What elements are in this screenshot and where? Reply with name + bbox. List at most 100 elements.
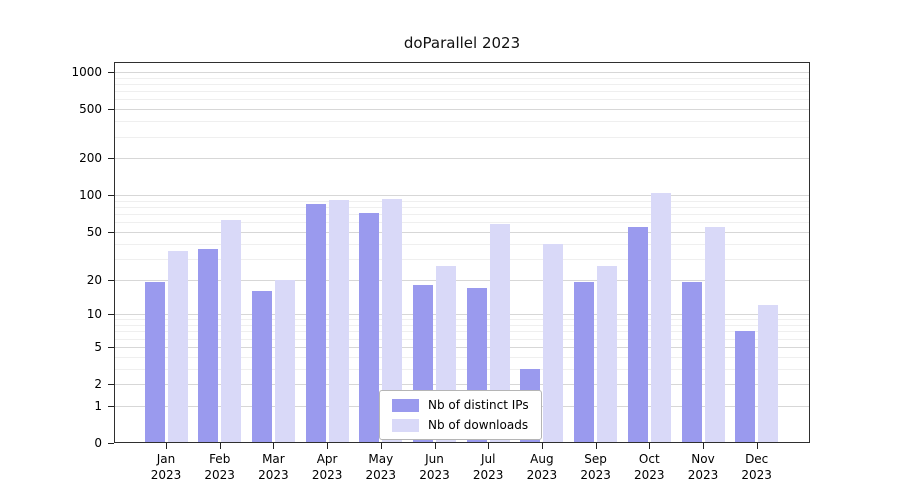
gridline-minor bbox=[114, 356, 810, 358]
bar-downloads bbox=[489, 224, 510, 443]
bar-distinct-ips bbox=[574, 282, 595, 443]
gridline-minor bbox=[114, 136, 810, 138]
gridline-minor bbox=[114, 243, 810, 245]
x-tick-year: 2023 bbox=[258, 468, 289, 482]
y-tick-mark bbox=[108, 314, 114, 316]
bar-downloads bbox=[221, 219, 242, 443]
legend-swatch-downloads bbox=[392, 418, 419, 432]
x-tick-label: Feb 2023 bbox=[192, 451, 248, 483]
legend: Nb of distinct IPs Nb of downloads bbox=[379, 390, 542, 440]
x-tick-month: May bbox=[368, 452, 394, 466]
legend-item-distinct-ips: Nb of distinct IPs bbox=[392, 398, 529, 412]
x-tick-year: 2023 bbox=[741, 468, 772, 482]
x-tick-label: Nov 2023 bbox=[675, 451, 731, 483]
gridline-minor bbox=[114, 222, 810, 224]
bar-downloads bbox=[543, 243, 564, 443]
bar-downloads bbox=[274, 279, 295, 443]
x-tick-month: Feb bbox=[209, 452, 231, 466]
x-tick-mark bbox=[595, 443, 597, 449]
gridline-major bbox=[114, 195, 810, 197]
bar-distinct-ips bbox=[681, 282, 702, 443]
y-tick-label: 2 bbox=[94, 377, 102, 391]
x-tick-year: 2023 bbox=[419, 468, 450, 482]
bar-distinct-ips bbox=[735, 331, 756, 443]
y-tick-label: 500 bbox=[79, 102, 102, 117]
x-tick-label: Jul 2023 bbox=[460, 451, 516, 483]
x-tick-month: Jul bbox=[480, 452, 496, 466]
y-tick-mark bbox=[108, 405, 114, 407]
legend-label-distinct-ips: Nb of distinct IPs bbox=[428, 398, 529, 412]
gridline-minor bbox=[114, 214, 810, 216]
x-tick-mark bbox=[649, 443, 651, 449]
gridline-minor bbox=[114, 200, 810, 202]
x-tick-year: 2023 bbox=[580, 468, 611, 482]
x-tick-month: Apr bbox=[316, 452, 338, 466]
gridline-minor bbox=[114, 319, 810, 321]
gridline-minor bbox=[114, 331, 810, 333]
x-tick-mark bbox=[327, 443, 329, 449]
bar-downloads bbox=[650, 192, 671, 443]
x-tick-label: Sep 2023 bbox=[568, 451, 624, 483]
bar-distinct-ips bbox=[359, 212, 380, 443]
y-tick-mark bbox=[108, 346, 114, 348]
y-tick-mark bbox=[108, 384, 114, 385]
bar-downloads bbox=[167, 250, 188, 443]
x-tick-month: Aug bbox=[530, 452, 554, 466]
legend-label-downloads: Nb of downloads bbox=[428, 418, 529, 432]
gridline-minor bbox=[114, 368, 810, 370]
gridline-minor bbox=[114, 207, 810, 208]
x-tick-label: Aug 2023 bbox=[514, 451, 570, 483]
y-tick-mark bbox=[108, 195, 114, 197]
y-tick-label: 50 bbox=[86, 224, 102, 239]
gridline-minor bbox=[114, 121, 810, 123]
x-tick-label: Apr 2023 bbox=[299, 451, 355, 483]
bar-distinct-ips bbox=[627, 226, 648, 443]
y-tick-label: 100 bbox=[79, 188, 102, 203]
x-tick-year: 2023 bbox=[472, 468, 504, 482]
x-tick-mark bbox=[488, 443, 490, 449]
gridline-major bbox=[114, 109, 810, 111]
gridline-minor bbox=[114, 338, 810, 340]
gridline-major bbox=[114, 231, 810, 233]
x-tick-label: May 2023 bbox=[353, 451, 409, 483]
y-tick-mark bbox=[108, 231, 114, 233]
y-tick-label: 1 bbox=[94, 398, 102, 413]
gridline-major bbox=[114, 279, 810, 281]
x-tick-year: 2023 bbox=[634, 468, 665, 482]
x-tick-mark bbox=[166, 443, 167, 449]
chart-title: doParallel 2023 bbox=[403, 34, 521, 52]
gridline-minor bbox=[114, 99, 810, 101]
x-tick-year: 2023 bbox=[687, 468, 719, 482]
x-tick-label: Jun 2023 bbox=[407, 451, 463, 483]
bar-distinct-ips bbox=[305, 203, 326, 443]
y-tick-label: 0 bbox=[94, 436, 102, 450]
bar-downloads bbox=[328, 199, 349, 443]
x-tick-year: 2023 bbox=[204, 468, 235, 482]
y-tick-mark bbox=[108, 158, 114, 160]
gridline-minor bbox=[114, 325, 810, 326]
y-tick-label: 10 bbox=[86, 307, 102, 322]
x-tick-month: Dec bbox=[745, 452, 769, 466]
x-tick-label: Dec 2023 bbox=[729, 451, 785, 483]
x-tick-mark bbox=[380, 443, 382, 449]
x-tick-month: Sep bbox=[584, 452, 607, 466]
y-tick-mark bbox=[108, 443, 114, 444]
y-tick-label: 200 bbox=[79, 151, 102, 166]
x-tick-label: Oct 2023 bbox=[621, 451, 677, 483]
x-tick-year: 2023 bbox=[150, 468, 182, 482]
y-tick-label: 5 bbox=[94, 339, 102, 354]
gridline-minor bbox=[114, 91, 810, 93]
x-tick-mark bbox=[756, 443, 758, 449]
bar-distinct-ips bbox=[198, 249, 219, 443]
x-tick-year: 2023 bbox=[526, 468, 558, 482]
gridline-major bbox=[114, 72, 810, 73]
x-tick-mark bbox=[541, 443, 543, 449]
y-tick-mark bbox=[108, 279, 114, 281]
gridline-minor bbox=[114, 84, 810, 85]
x-tick-year: 2023 bbox=[311, 468, 343, 482]
bar-downloads bbox=[382, 199, 403, 443]
x-tick-label: Mar 2023 bbox=[245, 451, 301, 483]
gridline-minor bbox=[114, 258, 810, 260]
x-tick-mark bbox=[219, 443, 221, 449]
